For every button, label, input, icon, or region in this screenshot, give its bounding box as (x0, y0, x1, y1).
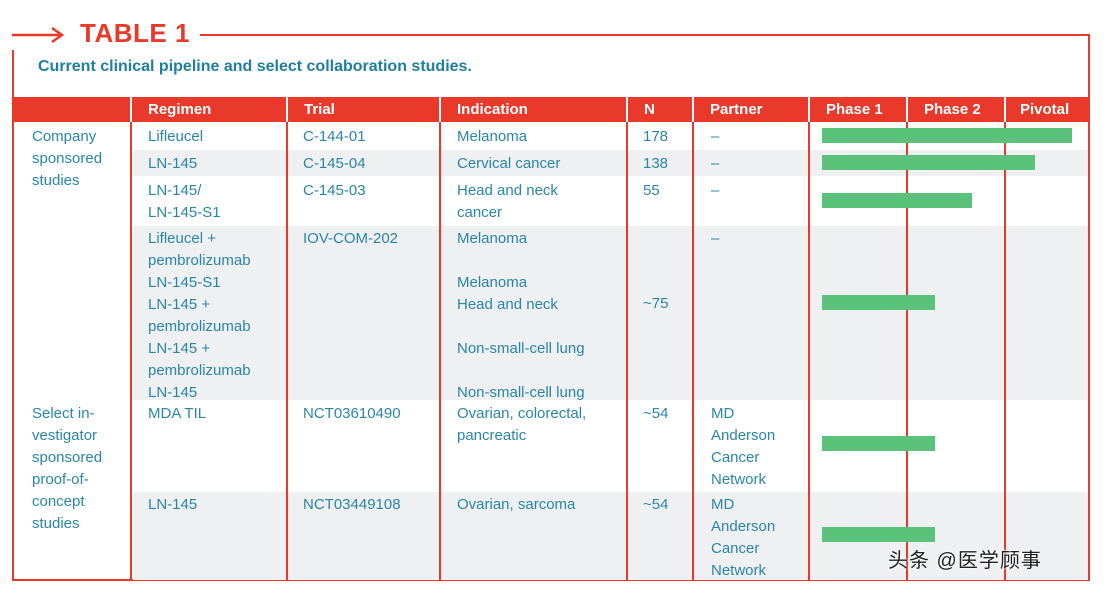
header-divider (286, 97, 288, 122)
column-divider (130, 122, 132, 580)
cell-regimen: Lifleucel (148, 128, 204, 145)
cell-trial: NCT03610490 (303, 405, 401, 422)
cell-regimen: LN-145/ LN-145-S1 (148, 182, 221, 221)
cell-n: ~54 (643, 405, 669, 422)
cell-trial: C-144-01 (303, 128, 366, 145)
cell-partner: – (711, 155, 720, 172)
column-divider (1004, 122, 1006, 580)
cell-trial: C-145-04 (303, 155, 366, 172)
column-divider (439, 122, 441, 580)
cell-indication: Head and neck cancer (457, 182, 558, 221)
cell-trial: IOV-COM-202 (303, 230, 399, 247)
phase-bar (822, 527, 935, 542)
header-divider (439, 97, 441, 122)
column-divider (286, 122, 288, 580)
column-divider (808, 122, 810, 580)
header-regimen: Regimen (148, 101, 212, 118)
header-phase1: Phase 1 (826, 101, 883, 118)
table-caption: Current clinical pipeline and select col… (38, 58, 472, 75)
header-divider (906, 97, 908, 122)
cell-n: 178 (643, 128, 669, 145)
header-divider (130, 97, 132, 122)
cell-partner: MD Anderson Cancer Network (711, 496, 776, 579)
header-pivotal: Pivotal (1020, 101, 1070, 118)
phase-bar (822, 155, 1035, 170)
table-title: TABLE 1 (78, 18, 198, 49)
cell-trial: C-145-03 (303, 182, 366, 199)
cell-indication: Melanoma (457, 128, 528, 145)
header-divider (1004, 97, 1006, 122)
cell-indication: Cervical cancer (457, 155, 561, 172)
header-partner: Partner (710, 101, 763, 118)
header-divider (808, 97, 810, 122)
phase-bar (822, 128, 1072, 143)
header-bar (14, 97, 1088, 122)
cell-partner: – (711, 230, 720, 247)
column-divider (692, 122, 694, 580)
row-shade (133, 226, 1088, 400)
cell-partner: – (711, 182, 720, 199)
arrow-icon (12, 26, 65, 44)
header-divider (692, 97, 694, 122)
cell-regimen: Lifleucel + pembrolizumab LN-145-S1 LN-1… (148, 230, 251, 401)
column-divider (906, 122, 908, 580)
cell-indication: Ovarian, colorectal, pancreatic (457, 405, 587, 444)
cell-n: ~54 (643, 496, 669, 513)
cell-n: ~75 (643, 295, 669, 312)
cell-partner: – (711, 128, 720, 145)
column-divider (626, 122, 628, 580)
header-divider (626, 97, 628, 122)
cell-indication: Melanoma Melanoma Head and neck Non-smal… (457, 230, 585, 401)
header-phase2: Phase 2 (924, 101, 981, 118)
cell-regimen: LN-145 (148, 155, 198, 172)
phase-bar (822, 295, 935, 310)
cell-regimen: LN-145 (148, 496, 198, 513)
cell-trial: NCT03449108 (303, 496, 401, 513)
cell-n: 138 (643, 155, 669, 172)
header-n: N (644, 101, 655, 118)
group-label-investigator: Select in- vestigator sponsored proof-of… (32, 405, 103, 532)
cell-n: 55 (643, 182, 660, 199)
group-label-company: Company sponsored studies (32, 128, 103, 189)
cell-regimen: MDA TIL (148, 405, 207, 422)
header-trial: Trial (304, 101, 335, 118)
phase-bar (822, 193, 972, 208)
table-frame (12, 34, 1090, 581)
phase-bar (822, 436, 935, 451)
cell-partner: MD Anderson Cancer Network (711, 405, 776, 488)
watermark: 头条 @医学顾事 (888, 550, 1042, 572)
header-indication: Indication (457, 101, 528, 118)
cell-indication: Ovarian, sarcoma (457, 496, 576, 513)
